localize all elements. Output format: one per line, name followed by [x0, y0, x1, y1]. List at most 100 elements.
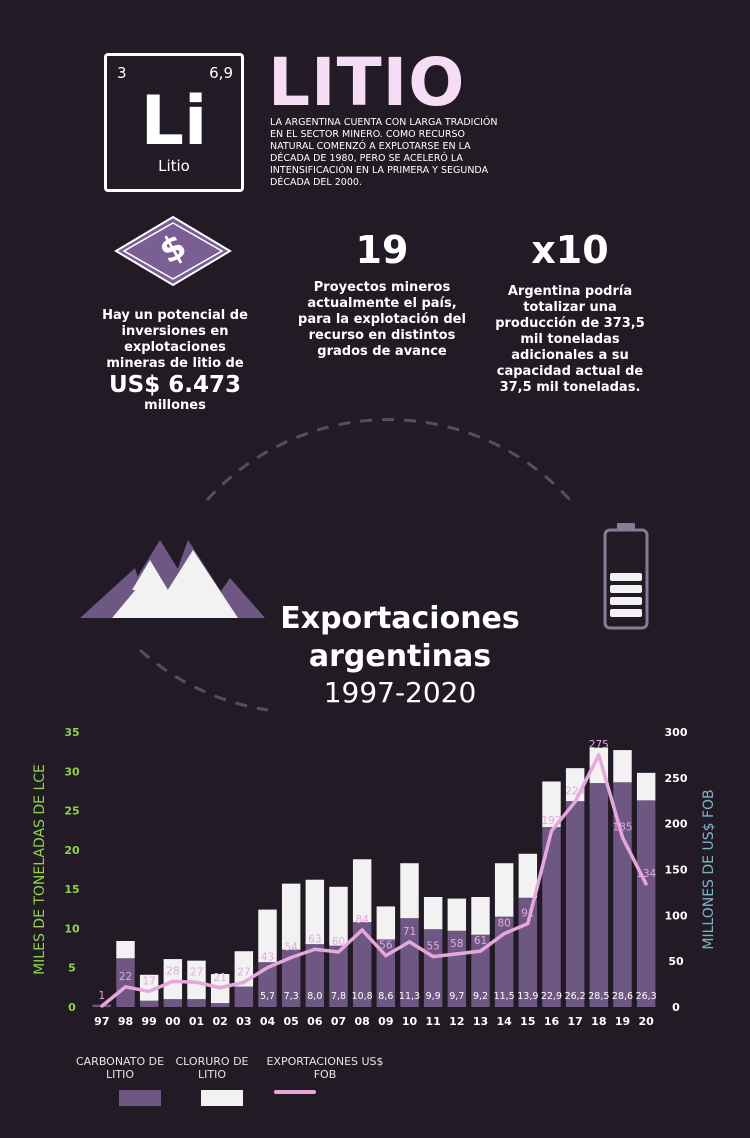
exports-value-label: 1 — [98, 990, 105, 1002]
bar-carbonate — [423, 929, 443, 1007]
bar-value-label: 26,2 — [565, 991, 586, 1002]
bar-value-label: 26,3 — [636, 991, 657, 1002]
exports-value-label: 60 — [332, 936, 345, 948]
exports-line — [100, 753, 648, 1008]
x-tick-label: 10 — [402, 1015, 418, 1028]
bar-chloride — [613, 750, 632, 783]
bar-chloride — [471, 897, 490, 935]
production-number: x10 — [531, 228, 609, 272]
exports-point — [384, 954, 388, 958]
bar-value-label: 9,9 — [426, 991, 441, 1002]
exports-value-label: 63 — [308, 933, 321, 945]
battery-icon — [603, 523, 649, 630]
y2-tick-label: 250 — [665, 772, 688, 785]
exports-value-label: 27 — [237, 966, 250, 978]
exports-value-label: 84 — [355, 914, 369, 926]
bar-carbonate — [163, 999, 183, 1007]
x-tick-label: 06 — [307, 1015, 323, 1028]
atomic-mass: 6,9 — [209, 64, 233, 82]
bar-carbonate — [400, 918, 419, 1007]
exports-point — [573, 800, 577, 804]
y-axis-title: MILES DE TONELADAS DE LCE — [32, 764, 48, 975]
y-tick-label: 5 — [68, 962, 76, 975]
x-tick-label: 15 — [520, 1015, 535, 1028]
bar-carbonate — [258, 962, 277, 1007]
bar-chloride — [636, 772, 656, 801]
x-tick-label: 00 — [165, 1015, 181, 1028]
exports-point — [195, 980, 198, 984]
bar-value-label: 8,6 — [378, 991, 393, 1002]
exports-point — [266, 966, 269, 970]
exports-point — [550, 829, 553, 833]
bar-value-label: 9,7 — [449, 991, 464, 1002]
investment-stat: Hay un potencial de inversiones en explo… — [98, 308, 252, 414]
exports-point — [100, 1004, 104, 1008]
exports-value-label: 55 — [426, 941, 439, 953]
section-title: Exportaciones argentinas — [280, 601, 520, 674]
exports-value-label: 27 — [190, 966, 203, 978]
dollar-diamond-icon: $ — [114, 215, 232, 287]
exports-value-label: 80 — [497, 918, 510, 930]
x-tick-label: 99 — [142, 1015, 157, 1028]
y2-tick-label: 0 — [672, 1001, 680, 1014]
bar-chloride — [281, 883, 301, 950]
exports-value-label: 17 — [142, 975, 155, 987]
exports-point — [171, 979, 175, 983]
exports-value-label: 56 — [379, 940, 393, 952]
legend-exports-label: EXPORTACIONES US$ FOB — [266, 1055, 384, 1081]
legend-chloride-swatch — [201, 1090, 243, 1106]
bar-carbonate — [116, 958, 135, 1007]
bar-chloride — [305, 879, 325, 945]
bar-value-label: 28,5 — [588, 991, 609, 1002]
investment-text: Hay un potencial de inversiones en explo… — [102, 308, 248, 371]
y-tick-label: 0 — [68, 1001, 76, 1014]
y-tick-label: 25 — [64, 805, 79, 818]
exports-point — [479, 949, 482, 953]
exports-value-label: 91 — [521, 908, 534, 920]
bar-chloride — [400, 863, 419, 919]
x-tick-label: 01 — [189, 1015, 204, 1028]
bar-chloride — [139, 974, 159, 1001]
element-tile: 3 6,9 Li Litio — [104, 53, 244, 192]
y-tick-label: 35 — [64, 726, 79, 739]
exports-point — [526, 922, 530, 926]
x-tick-label: 14 — [497, 1015, 513, 1028]
bar-carbonate — [565, 801, 585, 1007]
bar-value-label: 8,0 — [307, 991, 322, 1002]
bar-value-label: 7,8 — [331, 991, 346, 1002]
exports-point — [289, 956, 293, 959]
production-stat: x10 Argentina podría totalizar una produ… — [490, 228, 650, 396]
bar-chloride — [447, 898, 467, 931]
x-tick-label: 03 — [236, 1015, 251, 1028]
exports-point — [147, 989, 151, 993]
section-years: 1997-2020 — [323, 676, 477, 709]
dashed-arc-bottom — [138, 648, 269, 712]
exports-point — [313, 947, 317, 951]
x-tick-label: 20 — [639, 1015, 655, 1028]
exports-value-label: 22 — [119, 971, 132, 983]
bar-value-label: 13,9 — [517, 991, 538, 1002]
bar-carbonate — [234, 986, 254, 1007]
bar-chloride — [494, 863, 514, 917]
exports-value-label: 43 — [261, 952, 274, 964]
bar-value-label: 11,3 — [399, 991, 420, 1002]
element-name: Litio — [158, 157, 190, 175]
projects-number: 19 — [355, 228, 409, 272]
exports-point — [597, 753, 601, 757]
x-tick-label: 97 — [94, 1015, 109, 1028]
bar-value-label: 9,2 — [473, 991, 488, 1002]
exports-point — [218, 986, 222, 990]
dashed-arc-top — [205, 418, 572, 502]
x-tick-label: 08 — [355, 1015, 370, 1028]
y2-tick-label: 50 — [668, 955, 684, 968]
bar-chloride — [376, 906, 396, 940]
x-tick-label: 19 — [615, 1015, 630, 1028]
bar-carbonate — [305, 944, 325, 1007]
mountains-icon — [80, 540, 265, 618]
x-tick-label: 04 — [260, 1015, 276, 1028]
exports-point — [408, 940, 411, 944]
y2-tick-label: 300 — [665, 726, 688, 739]
legend-chloride-label: CLORURO DE LITIO — [175, 1055, 249, 1081]
y2-tick-label: 150 — [665, 864, 688, 877]
atomic-number: 3 — [117, 64, 127, 82]
